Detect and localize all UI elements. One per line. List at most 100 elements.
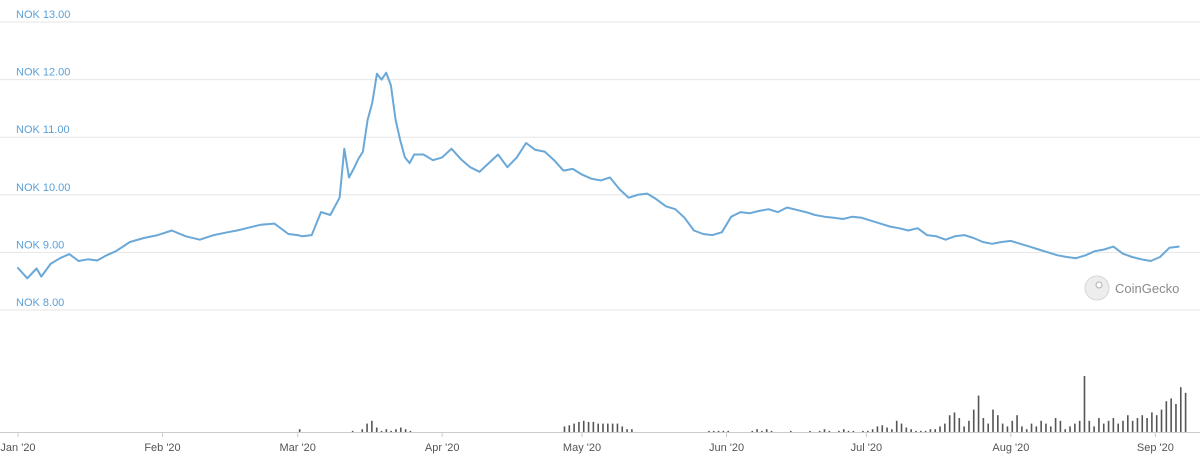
volume-bar <box>905 427 908 432</box>
volume-bar <box>366 423 368 432</box>
volume-bar <box>1093 426 1095 432</box>
volume-bar <box>631 429 633 432</box>
volume-bar <box>915 430 917 432</box>
gecko-logo-icon <box>1084 275 1110 301</box>
volume-bar <box>1160 409 1163 432</box>
volume-bar <box>756 429 758 432</box>
volume-bar <box>1131 420 1134 432</box>
volume-bar <box>712 430 715 432</box>
volume-bar <box>1136 418 1139 432</box>
volume-bar <box>1151 412 1153 432</box>
volume-bar <box>929 429 932 432</box>
volume-bar <box>395 429 397 432</box>
volume-bar <box>828 430 831 432</box>
volume-bar <box>972 409 975 432</box>
y-tick-label: NOK 9.00 <box>16 239 64 251</box>
volume-bar <box>380 430 383 432</box>
volume-bar <box>592 421 595 432</box>
volume-bar <box>910 429 912 432</box>
x-tick-label: Mar '20 <box>280 442 316 454</box>
volume-bar <box>578 421 580 432</box>
coingecko-watermark: CoinGecko <box>1084 275 1179 301</box>
volume-bar <box>847 430 850 432</box>
volume-bar <box>607 423 609 432</box>
volume-bar <box>1011 420 1014 432</box>
volume-bar <box>298 429 301 432</box>
volume-bar <box>573 423 575 432</box>
volume-bar <box>1146 418 1148 432</box>
volume-bar <box>1064 429 1067 432</box>
volume-bar <box>626 429 628 432</box>
volume-bar <box>751 430 754 432</box>
volume-bar <box>1006 426 1009 432</box>
volume-bar <box>1021 426 1023 432</box>
y-axis-labels: NOK 13.00 NOK 12.00 NOK 11.00 NOK 10.00 NOK … <box>16 9 70 309</box>
volume-bar <box>1059 420 1062 432</box>
volume-bar <box>1112 418 1115 432</box>
volume-bar <box>1078 420 1081 432</box>
volume-bar <box>1155 415 1158 432</box>
x-tick-label: Sep '20 <box>1137 442 1174 454</box>
volume-bar <box>1122 420 1124 432</box>
volume-bar <box>1165 401 1168 432</box>
volume-bar <box>563 426 566 432</box>
volume-bar <box>1049 426 1052 432</box>
volume-bar <box>404 429 407 432</box>
volume-bar <box>977 395 980 432</box>
volume-bar <box>852 430 855 432</box>
volume-bar <box>968 420 970 432</box>
x-tick-label: Feb '20 <box>144 442 180 454</box>
y-tick-label: NOK 12.00 <box>16 67 70 79</box>
price-series-line <box>17 71 1180 280</box>
x-tick-label: Jul '20 <box>851 442 882 454</box>
volume-bar <box>1175 404 1177 432</box>
volume-bar <box>958 418 961 432</box>
volume-bar <box>1102 423 1105 432</box>
volume-bar <box>1001 423 1004 432</box>
volume-bar <box>987 423 989 432</box>
volume-bar <box>1088 420 1091 432</box>
volume-bar <box>708 430 710 432</box>
grid-lines <box>0 21 1200 311</box>
volume-bar <box>1040 420 1042 432</box>
volume-bar <box>891 429 893 432</box>
volume-bar <box>722 430 725 432</box>
y-tick-label: NOK 8.00 <box>16 297 64 309</box>
volume-bar <box>953 412 956 432</box>
volume-bar <box>351 430 354 432</box>
x-tick-label: Aug '20 <box>992 442 1029 454</box>
volume-bar <box>1141 415 1144 432</box>
volume-bar <box>1035 426 1038 432</box>
volume-bar <box>1054 418 1057 432</box>
x-tick-label: Apr '20 <box>425 442 460 454</box>
volume-bar <box>399 427 402 432</box>
volume-bar <box>1170 398 1172 432</box>
volume-bar <box>876 426 879 432</box>
volume-bar <box>924 430 927 432</box>
volume-bar <box>842 429 845 432</box>
volume-bar <box>1074 423 1076 432</box>
volume-bar <box>765 429 768 432</box>
volume-bar <box>1179 387 1182 432</box>
x-tick-label: Jan '20 <box>0 442 35 454</box>
volume-bar <box>1127 415 1129 432</box>
x-tick-label: Jun '20 <box>709 442 744 454</box>
volume-bar <box>881 425 884 432</box>
volume-bar <box>1184 392 1187 432</box>
volume-bar <box>818 430 821 432</box>
x-axis-ticks: Jan '20 Feb '20 Mar '20 Apr '20 May '20 Jun '… <box>0 432 1174 454</box>
volume-bar <box>939 426 941 432</box>
volume-bar <box>385 429 388 432</box>
volume-bar <box>1030 423 1033 432</box>
volume-bar <box>597 423 599 432</box>
volume-bar <box>1117 423 1119 432</box>
volume-bar <box>1025 429 1028 432</box>
volume-bar <box>895 420 898 432</box>
volume-bar <box>568 425 571 432</box>
volume-bar <box>770 430 773 432</box>
volume-bars <box>298 376 1187 432</box>
volume-bar <box>1069 426 1071 432</box>
volume-bar <box>375 427 378 432</box>
volume-bar <box>997 415 999 432</box>
volume-bar <box>982 418 985 432</box>
